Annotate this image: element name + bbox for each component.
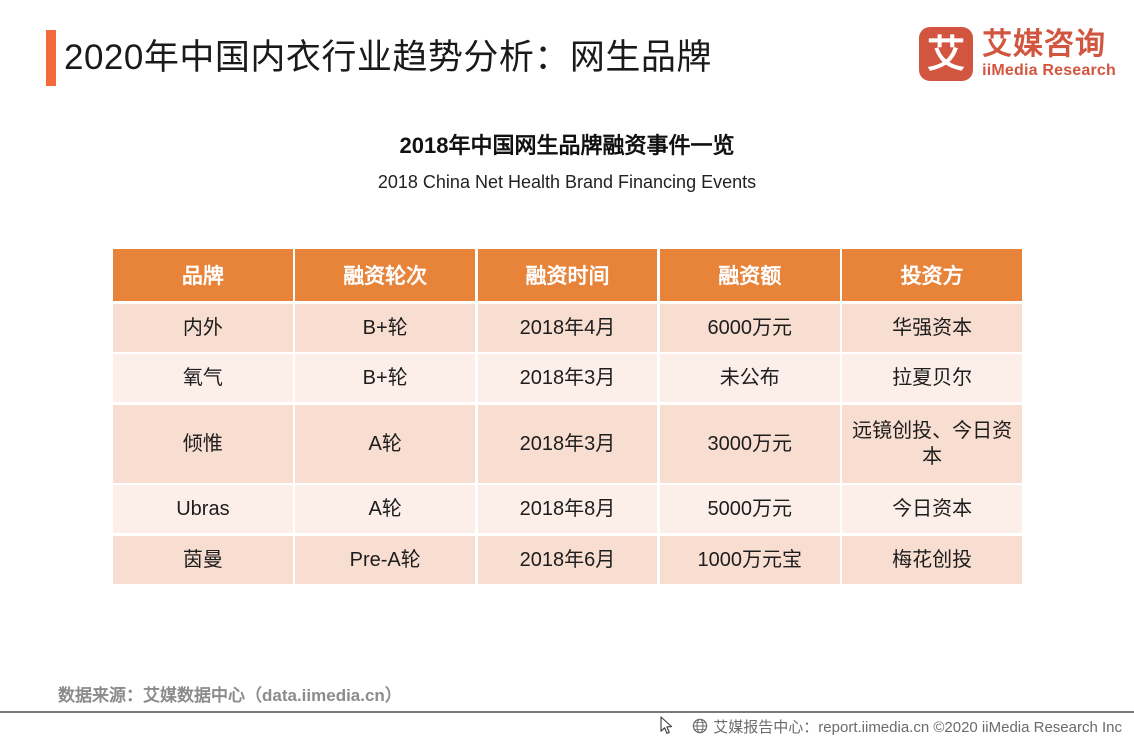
cell-brand: 茵曼 [113, 535, 293, 584]
footer-bar: 艾媒报告中心：report.iimedia.cn ©2020 iiMedia R… [0, 715, 1134, 737]
cell-investor: 远镜创投、今日资本 [842, 404, 1022, 483]
chart-subtitle: 2018 China Net Health Brand Financing Ev… [377, 172, 757, 192]
brand-name-cn: 艾媒咨询 [982, 28, 1107, 61]
cell-date: 2018年4月 [477, 303, 658, 352]
cell-investor: 华强资本 [842, 303, 1022, 352]
cell-investor: 梅花创投 [842, 535, 1022, 584]
column-header-investor: 投资方 [842, 249, 1022, 301]
globe-icon [692, 718, 708, 734]
cell-brand: 内外 [113, 303, 293, 352]
table-row: 倾惟 A轮 2018年3月 3000万元 远镜创投、今日资本 [113, 404, 1022, 483]
cell-amount: 6000万元 [659, 303, 840, 352]
cell-amount: 1000万元宝 [659, 535, 840, 584]
footer-text: 艾媒报告中心：report.iimedia.cn ©2020 iiMedia R… [713, 718, 1122, 736]
cell-investor: 拉夏贝尔 [842, 354, 1022, 402]
cell-date: 2018年6月 [477, 535, 658, 584]
column-header-amount: 融资额 [659, 249, 840, 301]
slide-header: 2020年中国内衣行业趋势分析：网生品牌 艾 艾媒咨询 iiMedia Rese… [0, 0, 1134, 112]
cell-amount: 3000万元 [659, 404, 840, 483]
cell-date: 2018年3月 [477, 404, 658, 483]
cell-brand: Ubras [113, 485, 293, 533]
cell-brand: 氧气 [113, 354, 293, 402]
table-row: Ubras A轮 2018年8月 5000万元 今日资本 [113, 485, 1022, 533]
chart-title: 2018年中国网生品牌融资事件一览 [399, 133, 735, 158]
cell-investor: 今日资本 [842, 485, 1022, 533]
table-header-row: 品牌 融资轮次 融资时间 融资额 投资方 [113, 249, 1022, 301]
footer-divider [0, 711, 1134, 713]
page-title: 2020年中国内衣行业趋势分析：网生品牌 [64, 38, 712, 77]
table-row: 内外 B+轮 2018年4月 6000万元 华强资本 [113, 303, 1022, 352]
financing-events-table: 品牌 融资轮次 融资时间 融资额 投资方 内外 B+轮 2018年4月 6000… [113, 249, 1022, 584]
table-row: 茵曼 Pre-A轮 2018年6月 1000万元宝 梅花创投 [113, 535, 1022, 584]
brand-name-en: iiMedia Research [982, 62, 1116, 79]
mouse-cursor-icon [660, 716, 673, 735]
cell-round: B+轮 [295, 303, 476, 352]
iimedia-logo-icon: 艾 [919, 27, 974, 81]
cell-brand: 倾惟 [113, 404, 293, 483]
cell-round: B+轮 [295, 354, 476, 402]
title-accent-bar [46, 30, 56, 86]
brand-logo: 艾 艾媒咨询 iiMedia Research [919, 27, 1116, 81]
column-header-round: 融资轮次 [295, 249, 476, 301]
data-source-note: 数据来源：艾媒数据中心（data.iimedia.cn） [58, 686, 402, 705]
table-row: 氧气 B+轮 2018年3月 未公布 拉夏贝尔 [113, 354, 1022, 402]
column-header-brand: 品牌 [113, 249, 293, 301]
cell-round: Pre-A轮 [295, 535, 476, 584]
cell-round: A轮 [295, 485, 476, 533]
cell-amount: 未公布 [659, 354, 840, 402]
brand-logo-text: 艾媒咨询 iiMedia Research [982, 28, 1116, 80]
cell-round: A轮 [295, 404, 476, 483]
column-header-date: 融资时间 [477, 249, 658, 301]
cell-date: 2018年8月 [477, 485, 658, 533]
cell-amount: 5000万元 [659, 485, 840, 533]
cell-date: 2018年3月 [477, 354, 658, 402]
